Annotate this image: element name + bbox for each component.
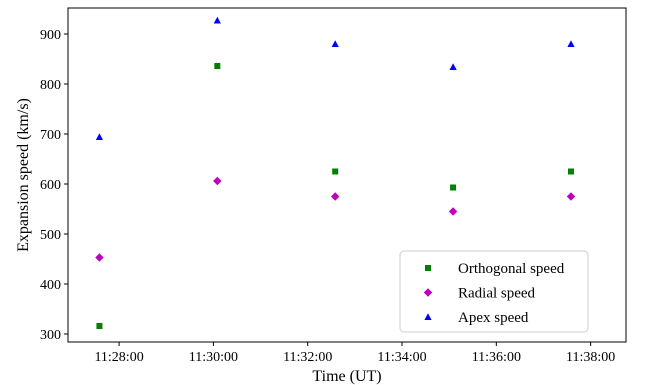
x-tick-label: 11:32:00 — [283, 350, 332, 365]
y-tick-label: 300 — [40, 328, 61, 343]
orthogonal-speed-point — [332, 168, 339, 175]
apex-speed-point — [449, 63, 457, 70]
x-tick-label: 11:34:00 — [377, 350, 426, 365]
apex-speed-point — [95, 133, 104, 140]
orthogonal-speed-point — [567, 168, 574, 175]
x-tick-label: 11:28:00 — [94, 350, 143, 365]
x-axis: 11:28:00 11:30:00 11:32:00 11:34:00 11:36:00… — [94, 342, 615, 365]
y-tick-label: 800 — [40, 78, 61, 93]
legend: Orthogonal speed Radial speed Apex speed — [399, 250, 589, 333]
plot-frame — [67, 7, 627, 343]
y-tick-label: 500 — [40, 228, 61, 243]
radial-speed-point — [448, 207, 458, 216]
radial-speed-point — [95, 253, 104, 262]
orthogonal-speed-point — [450, 184, 457, 191]
apex-speed-point — [213, 16, 221, 24]
legend-apex-marker — [424, 313, 432, 320]
orthogonal-speed-point — [96, 323, 103, 329]
x-axis-title: Time (UT) — [312, 368, 381, 385]
legend-radial-marker — [423, 288, 433, 297]
radial-speed-point — [331, 192, 340, 201]
y-tick-label: 400 — [40, 278, 61, 293]
radial-speed-point — [213, 176, 222, 186]
legend-orthogonal-marker — [425, 265, 431, 271]
y-tick-label: 600 — [40, 178, 61, 193]
legend-box — [399, 250, 589, 333]
data-markers — [95, 16, 576, 329]
y-axis: 300 400 500 600 700 800 900 — [40, 28, 68, 343]
apex-speed-point — [567, 40, 575, 47]
legend-apex-label: Apex speed — [458, 310, 529, 326]
y-axis-title: Expansion speed (km/s) — [15, 98, 32, 252]
orthogonal-speed-point — [214, 63, 221, 69]
legend-radial-label: Radial speed — [458, 286, 536, 302]
apex-speed-point — [331, 40, 339, 47]
x-tick-label: 11:36:00 — [472, 350, 521, 365]
y-tick-label: 900 — [40, 28, 61, 43]
y-tick-label: 700 — [40, 128, 61, 143]
radial-speed-point — [566, 192, 576, 201]
legend-orthogonal-label: Orthogonal speed — [458, 261, 565, 277]
x-tick-label: 11:30:00 — [189, 350, 238, 365]
x-tick-label: 11:38:00 — [566, 350, 615, 365]
